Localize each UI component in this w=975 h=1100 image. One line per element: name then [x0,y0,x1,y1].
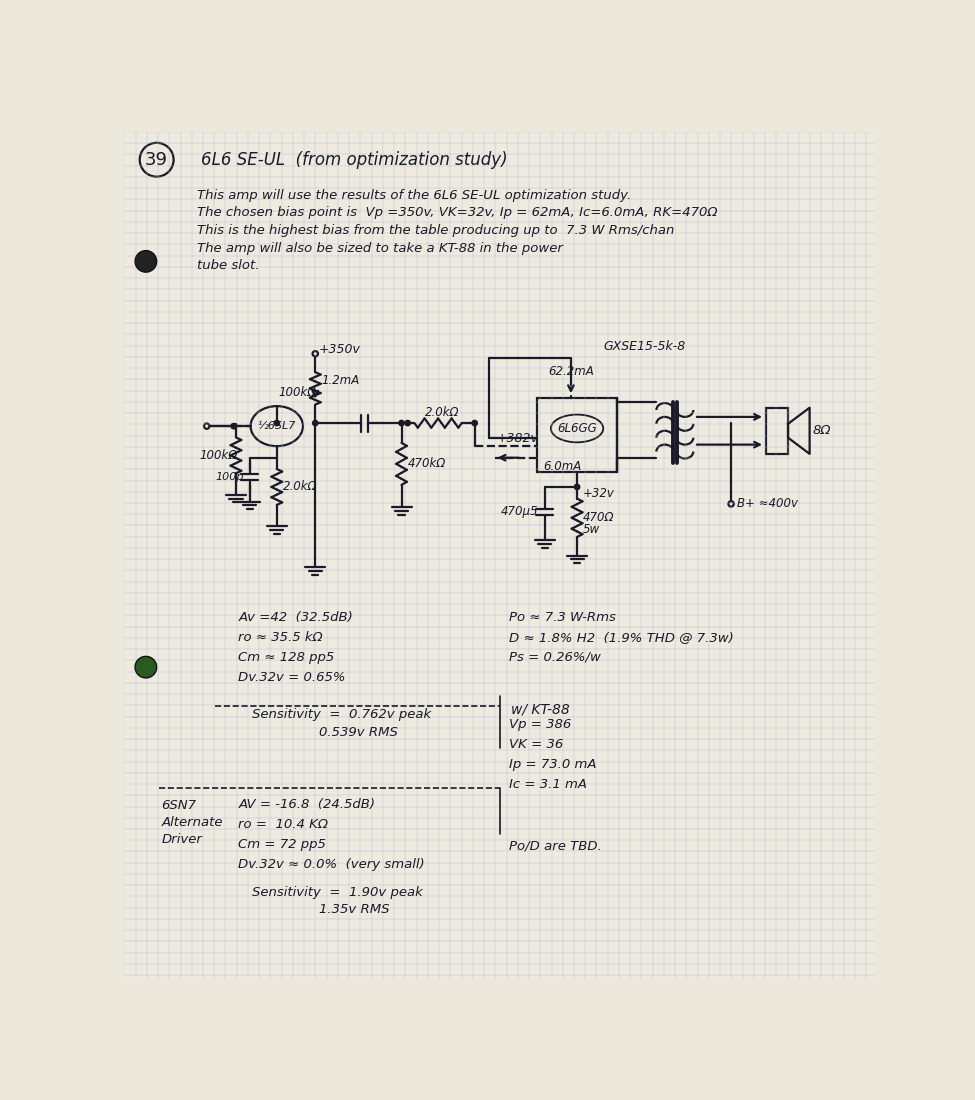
Text: Cm ≈ 128 pp5: Cm ≈ 128 pp5 [238,650,334,663]
Text: Cm = 72 pp5: Cm = 72 pp5 [238,838,327,850]
Text: Ps = 0.26%/w: Ps = 0.26%/w [509,650,602,663]
Text: B+ ≈400v: B+ ≈400v [737,497,799,510]
Text: ro =  10.4 KΩ: ro = 10.4 KΩ [238,817,329,830]
Text: The amp will also be sized to take a KT-88 in the power: The amp will also be sized to take a KT-… [198,242,564,255]
Text: GXSE15-5k-8: GXSE15-5k-8 [604,340,685,353]
Text: AV = -16.8  (24.5dB): AV = -16.8 (24.5dB) [238,798,375,811]
Text: Driver: Driver [161,833,202,846]
Circle shape [399,420,405,426]
Text: The chosen bias point is  Vp =350v, VK=32v, Ip = 62mA, Ic=6.0mA, RK=470Ω: The chosen bias point is Vp =350v, VK=32… [198,207,718,219]
Bar [537,398,617,472]
Circle shape [136,657,157,678]
Text: +32v: +32v [583,486,615,499]
Text: Vp = 386: Vp = 386 [509,718,571,732]
Text: 470Ω: 470Ω [583,512,614,525]
Text: Sensitivity  =  1.90v peak: Sensitivity = 1.90v peak [253,887,423,900]
Text: Dv.32v ≈ 0.0%  (very small): Dv.32v ≈ 0.0% (very small) [238,858,425,871]
Text: tube slot.: tube slot. [198,260,260,273]
Text: 100kΩ: 100kΩ [278,386,317,399]
Text: D ≈ 1.8% H2  (1.9% THD @ 7.3w): D ≈ 1.8% H2 (1.9% THD @ 7.3w) [509,630,734,644]
Circle shape [274,420,280,426]
Text: VK = 36: VK = 36 [509,738,564,751]
Text: Ip = 73.0 mA: Ip = 73.0 mA [509,758,597,771]
Text: 100p: 100p [215,472,244,482]
Text: ro ≈ 35.5 kΩ: ro ≈ 35.5 kΩ [238,630,323,644]
Text: This is the highest bias from the table producing up to  7.3 W Rms/chan: This is the highest bias from the table … [198,224,675,238]
Text: 100kΩ: 100kΩ [199,449,237,462]
Circle shape [313,420,318,426]
Text: Ic = 3.1 mA: Ic = 3.1 mA [509,779,587,792]
Text: Sensitivity  =  0.762v peak: Sensitivity = 0.762v peak [253,707,431,721]
Text: Alternate: Alternate [161,816,222,829]
Text: This amp will use the results of the 6L6 SE-UL optimization study.: This amp will use the results of the 6L6… [198,188,632,201]
Text: Dv.32v = 0.65%: Dv.32v = 0.65% [238,671,346,684]
Circle shape [574,484,580,490]
Text: ½6SL7: ½6SL7 [257,421,296,431]
Text: 6.0mA: 6.0mA [543,461,581,473]
Circle shape [405,420,410,426]
Text: 6L6GG: 6L6GG [557,422,597,435]
Circle shape [231,424,236,429]
Text: Po/D are TBD.: Po/D are TBD. [509,839,603,853]
Text: w/ KT-88: w/ KT-88 [511,703,569,716]
Text: 6L6 SE-UL  (from optimization study): 6L6 SE-UL (from optimization study) [201,151,508,168]
Text: Po ≈ 7.3 W-Rms: Po ≈ 7.3 W-Rms [509,610,616,624]
Bar [766,408,788,454]
Text: 5w: 5w [583,522,601,536]
Text: 2.0kΩ: 2.0kΩ [425,406,459,419]
Text: 0.539v RMS: 0.539v RMS [319,726,398,739]
Text: +382v: +382v [496,432,538,446]
Text: 39: 39 [145,151,168,168]
Text: 1.35v RMS: 1.35v RMS [319,903,390,916]
Text: 470μ5: 470μ5 [501,505,538,518]
Text: 62.2mA: 62.2mA [548,365,594,378]
Text: Av =42  (32.5dB): Av =42 (32.5dB) [238,610,353,624]
Circle shape [136,251,157,272]
Text: 8Ω: 8Ω [813,425,832,438]
Text: 1.2mA: 1.2mA [322,374,360,387]
Text: +350v: +350v [319,343,361,356]
Text: 470kΩ: 470kΩ [408,458,446,471]
Text: 2.0kΩ: 2.0kΩ [283,481,318,494]
Circle shape [472,420,478,426]
Text: 6SN7: 6SN7 [161,800,196,812]
